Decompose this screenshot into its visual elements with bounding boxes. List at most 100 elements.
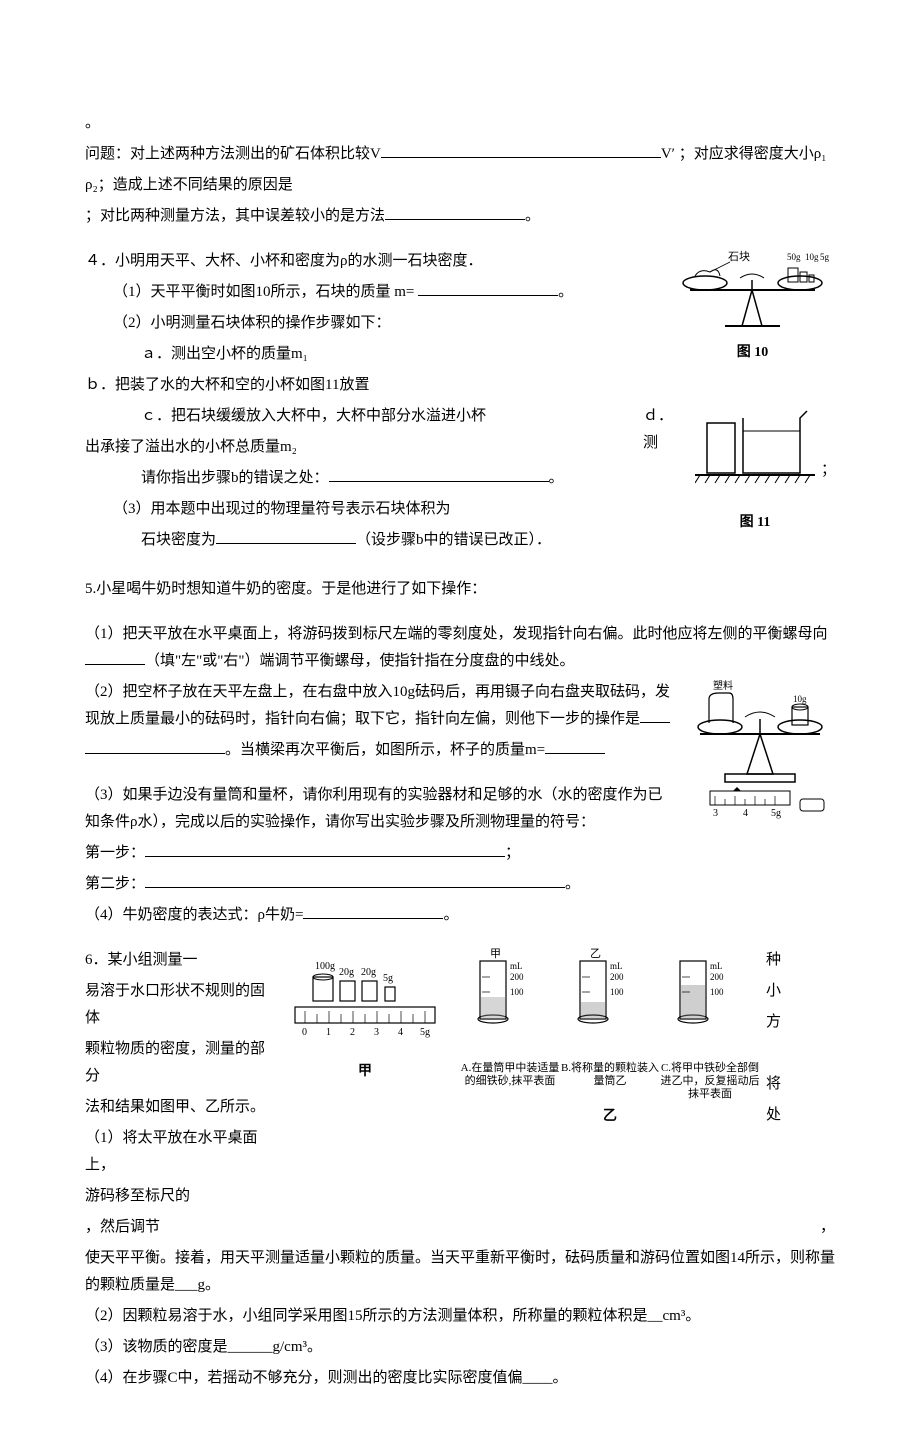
q6-r1: 种 [766,947,786,974]
figure-11-wrap: 图 11 [695,403,815,535]
rj2: 2 [350,1027,355,1038]
q4-title: ４．小明用天平、大杯、小杯和密度为ρ的水测一石块密度． [85,248,662,275]
q5-title: 5.小星喝牛奶时想知道牛奶的密度。于是他进行了如下操作： [85,576,835,603]
weight-label: 10g [793,694,807,704]
cup-label: 塑料 [713,679,733,692]
text: 6．某小组测量一 [85,952,198,968]
text: 出承接了溢出水的小杯总质量m₂ [85,439,297,455]
q6-l7: ，然后调节 ， [85,1214,835,1241]
text: ； [505,845,520,861]
text: V′ ；对应求得密度大小ρ₁ [661,146,827,162]
q4-step-d: ｄ．测 [643,403,687,457]
blank-step1[interactable] [145,842,505,857]
text: 。 [525,208,540,224]
q4-step-d-cont: 出承接了溢出水的小杯总质量m₂ [85,434,643,461]
c1c: 200 [710,972,724,982]
blank-direction[interactable] [85,650,145,665]
blank-expr[interactable] [303,904,443,919]
q4-b-error: 请你指出步骤b的错误之处： 。 [85,465,643,492]
q4-p3b: 石块密度为（设步骤b中的错误已改正）． [85,527,643,554]
cyl-b: B.将称量的颗粒装入量筒乙 [560,1062,660,1102]
text: ｄ．测 [643,408,673,451]
figure-jia: 100g 20g 20g 5g 0 1 2 3 4 5g 甲 [270,947,460,1084]
blank-m[interactable] [545,739,605,754]
rj4: 4 [398,1027,403,1038]
text: ａ．测出空小杯的质量m₁ [141,346,308,362]
text: （设步骤b中的错误已改正）． [356,532,551,548]
text: ；对比两种测量方法，其中误差较小的是方法 [85,208,385,224]
q5-p2b: 。当横梁再次平衡后，如图所示，杯子的质量m= [85,737,677,764]
svg-text:甲: 甲 [490,948,501,960]
q4-p2: （2）小明测量石块体积的操作步骤如下： [85,310,662,337]
text: 第一步： [85,845,145,861]
q5-p2: （2）把空杯子放在天平左盘上，在右盘中放入10g砝码后，再用镊子向右盘夹取砝码，… [85,679,677,733]
text: ； [821,462,836,478]
blank-method[interactable] [385,205,525,220]
q6-p2: （2）因颗粒易溶于水，小组同学采用图15所示的方法测量体积，所称量的颗粒体积是_… [85,1303,835,1330]
q3-line3: ；对比两种测量方法，其中误差较小的是方法 。 [85,203,835,230]
text: （填"左"或"右"）端调节平衡螺母，使指针指在分度盘的中线处。 [145,653,575,669]
q6-l5: （1）将太平放在水平桌面上， [85,1125,270,1179]
blank-mass[interactable] [418,281,558,296]
q4-p3: （3）用本题中出现过的物理量符号表示石块体积为 [85,496,643,523]
text: 颗粒物质的密度，测量的部分 [85,1041,265,1084]
text: 游码移至标尺的 [85,1188,190,1204]
text: 使天平平衡。接着，用天平测量适量小颗粒的质量。当天平重新平衡时，砝码质量和游码位… [85,1250,835,1293]
q5-p3: （3）如果手边没有量筒和量杯，请你利用现有的实验器材和足够的水（水的密度作为已知… [85,782,677,836]
text: （3）如果手边没有量筒和量杯，请你利用现有的实验器材和足够的水（水的密度作为已知… [85,787,663,830]
w2: 5g [820,252,830,262]
figure-yi: 甲 mL 200 100 乙 mL 200 100 mL 200 100 A.在… [460,947,760,1129]
c1b: 200 [610,972,624,982]
blank-density[interactable] [216,529,356,544]
wj3: 5g [383,973,393,984]
c0b: mL [610,961,623,971]
text: （2）因颗粒易溶于水，小组同学采用图15所示的方法测量体积，所称量的颗粒体积是_… [85,1308,700,1324]
q6-r2: 小 [766,978,786,1005]
yi-caption: 乙 [460,1104,760,1129]
w0: 50g [787,252,801,262]
text: 。当横梁再次平衡后，如图所示，杯子的质量m= [225,742,545,758]
c1a: 200 [510,972,524,982]
q4-block: ４．小明用天平、大杯、小杯和密度为ρ的水测一石块密度． （1）天平平衡时如图10… [85,248,835,372]
blank-step2[interactable] [145,873,565,888]
q6-l8: 使天平平衡。接着，用天平测量适量小颗粒的质量。当天平重新平衡时，砝码质量和游码位… [85,1245,835,1299]
blank-op2[interactable] [85,739,225,754]
c2c: 100 [710,987,724,997]
text: 。 [549,470,564,486]
text: ρ₂；造成上述不同结果的原因是 [85,177,293,193]
q6-l3: 颗粒物质的密度，测量的部分 [85,1036,270,1090]
text: ４．小明用天平、大杯、小杯和密度为ρ的水测一石块密度． [85,253,483,269]
text: （2）把空杯子放在天平左盘上，在右盘中放入10g砝码后，再用镊子向右盘夹取砝码，… [85,684,670,727]
q6-r3: 方 [766,1009,786,1036]
text: ｃ．把石块缓缓放入大杯中，大杯中部分水溢进小杯 [141,408,486,424]
q3-line0: 。 [85,110,835,137]
q4-step-a: ａ．测出空小杯的质量m₁ [85,341,662,368]
r0: 3 [713,808,718,819]
q4-p3-semicolon: ； [821,457,835,484]
text: 。 [558,284,573,300]
scale-ruler-icon: 100g 20g 20g 5g 0 1 2 3 4 5g [275,947,455,1047]
text: （4）牛奶密度的表达式：ρ牛奶= [85,907,303,923]
text: 请你指出步骤b的错误之处： [141,470,329,486]
blank-v[interactable] [381,143,661,158]
text: 问题：对上述两种方法测出的矿石体积比较V [85,146,381,162]
text: 法和结果如图甲、乙所示。 [85,1099,265,1115]
text-r: ， [820,1214,835,1241]
q4-p1: （1）天平平衡时如图10所示，石块的质量 m= 。 [85,279,662,306]
blank-error[interactable] [329,467,549,482]
text: （1）将太平放在水平桌面上， [85,1130,258,1173]
wj0: 100g [315,961,335,972]
w1: 10g [805,252,819,262]
text: （3）该物质的密度是______g/cm³。 [85,1339,322,1355]
rj1: 1 [326,1027,331,1038]
blank-op[interactable] [640,708,670,723]
text: 第二步： [85,876,145,892]
text: （4）在步骤C中，若摇动不够充分，则测出的密度比实际密度值偏____。 [85,1370,568,1386]
q6-p4: （4）在步骤C中，若摇动不够充分，则测出的密度比实际密度值偏____。 [85,1365,835,1392]
svg-text:乙: 乙 [590,947,601,960]
text: 。 [85,115,100,131]
text: 。 [443,907,458,923]
q6-r6: 处 [766,1102,786,1129]
text: （1）天平平衡时如图10所示，石块的质量 m= [113,284,414,300]
q5-p1: （1）把天平放在水平桌面上，将游码拨到标尺左端的零刻度处，发现指针向右偏。此时他… [85,621,835,675]
